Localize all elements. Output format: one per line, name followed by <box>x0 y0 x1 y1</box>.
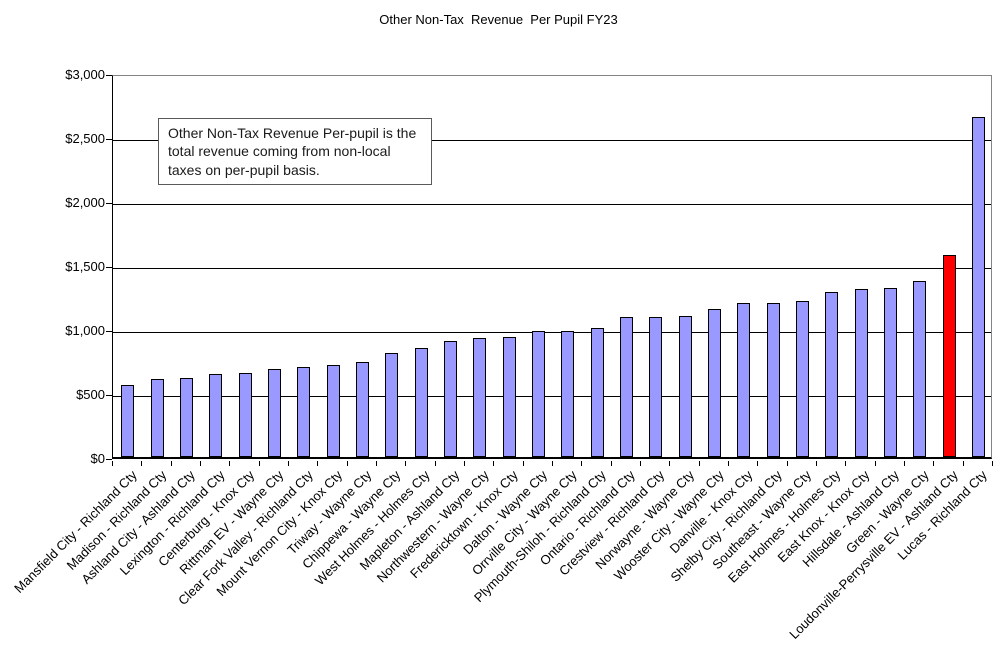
x-axis-tick <box>464 461 465 466</box>
bar <box>355 362 369 457</box>
y-axis-tick <box>106 331 112 332</box>
y-axis-tick-label: $2,500 <box>65 131 105 146</box>
bar <box>883 288 897 457</box>
bar <box>795 301 809 457</box>
bar <box>179 377 193 457</box>
x-axis-tick <box>786 461 788 466</box>
x-axis-tick <box>728 461 729 466</box>
bar <box>326 364 340 457</box>
bar <box>414 347 428 457</box>
x-axis-tick <box>522 461 524 466</box>
x-axis-tick <box>405 461 407 466</box>
bar <box>619 317 633 457</box>
annotation-text: Other Non-Tax Revenue Per-pupil is the t… <box>168 125 417 178</box>
x-axis-tick <box>229 461 231 466</box>
x-axis-tick <box>904 461 905 466</box>
bar <box>766 302 780 457</box>
bar <box>385 352 399 457</box>
bar <box>443 341 457 457</box>
bar <box>854 288 868 457</box>
bar <box>649 317 663 457</box>
bar-highlighted <box>942 254 956 457</box>
x-axis-tick <box>581 461 583 466</box>
x-axis-tick <box>610 461 612 466</box>
y-axis-tick <box>106 203 112 204</box>
y-axis-tick <box>106 75 112 76</box>
bar <box>473 337 487 457</box>
bar <box>590 328 604 457</box>
y-axis-tick-label: $500 <box>76 387 105 402</box>
bar <box>913 281 927 457</box>
y-axis-tick-label: $0 <box>90 451 105 466</box>
gridline <box>113 396 991 397</box>
x-axis-tick <box>933 461 935 466</box>
y-axis-tick-label: $2,000 <box>65 195 105 210</box>
bar <box>531 330 545 457</box>
x-axis-tick <box>698 461 700 466</box>
x-axis-tick <box>376 461 377 466</box>
bar <box>121 385 135 457</box>
bar <box>561 330 575 457</box>
gridline <box>113 204 991 205</box>
x-axis-tick <box>200 461 201 466</box>
bar <box>678 316 692 457</box>
x-axis-tick <box>288 461 289 466</box>
bar <box>737 302 751 457</box>
annotation-box: Other Non-Tax Revenue Per-pupil is the t… <box>158 118 432 186</box>
x-axis-tick <box>112 461 113 466</box>
x-axis-tick <box>346 461 348 466</box>
x-axis-tick <box>992 461 993 466</box>
bar <box>707 308 721 457</box>
bar <box>971 116 985 457</box>
bar <box>502 337 516 457</box>
x-axis-tick <box>493 461 495 466</box>
x-axis-tick <box>669 461 671 466</box>
bar <box>825 291 839 457</box>
x-axis-category-label: Mansfield City - Richland Cty <box>10 467 140 596</box>
chart-title: Other Non-Tax Revenue Per Pupil FY23 <box>379 12 618 27</box>
y-axis-tick <box>106 459 112 460</box>
x-axis-tick <box>757 461 759 466</box>
x-axis-tick <box>874 461 876 466</box>
y-axis-tick-label: $1,000 <box>65 323 105 338</box>
gridline <box>113 140 991 141</box>
bar <box>297 366 311 457</box>
x-axis-tick <box>640 461 641 466</box>
y-axis-tick-label: $1,500 <box>65 259 105 274</box>
x-axis-tick <box>962 461 964 466</box>
y-axis-tick <box>106 395 112 396</box>
x-axis-tick <box>141 461 143 466</box>
bar <box>238 372 252 457</box>
bar <box>267 368 281 457</box>
x-axis-tick <box>317 461 319 466</box>
x-axis-tick <box>845 461 847 466</box>
x-axis-tick <box>258 461 260 466</box>
x-axis-tick <box>170 461 172 466</box>
bar <box>209 373 223 457</box>
y-axis-tick-label: $3,000 <box>65 67 105 82</box>
x-axis-tick <box>434 461 436 466</box>
gridline <box>113 332 991 333</box>
y-axis-tick <box>106 267 112 268</box>
gridline <box>113 268 991 269</box>
bar <box>150 378 164 457</box>
x-axis-tick <box>552 461 553 466</box>
y-axis-tick <box>106 139 112 140</box>
x-axis-tick <box>816 461 817 466</box>
